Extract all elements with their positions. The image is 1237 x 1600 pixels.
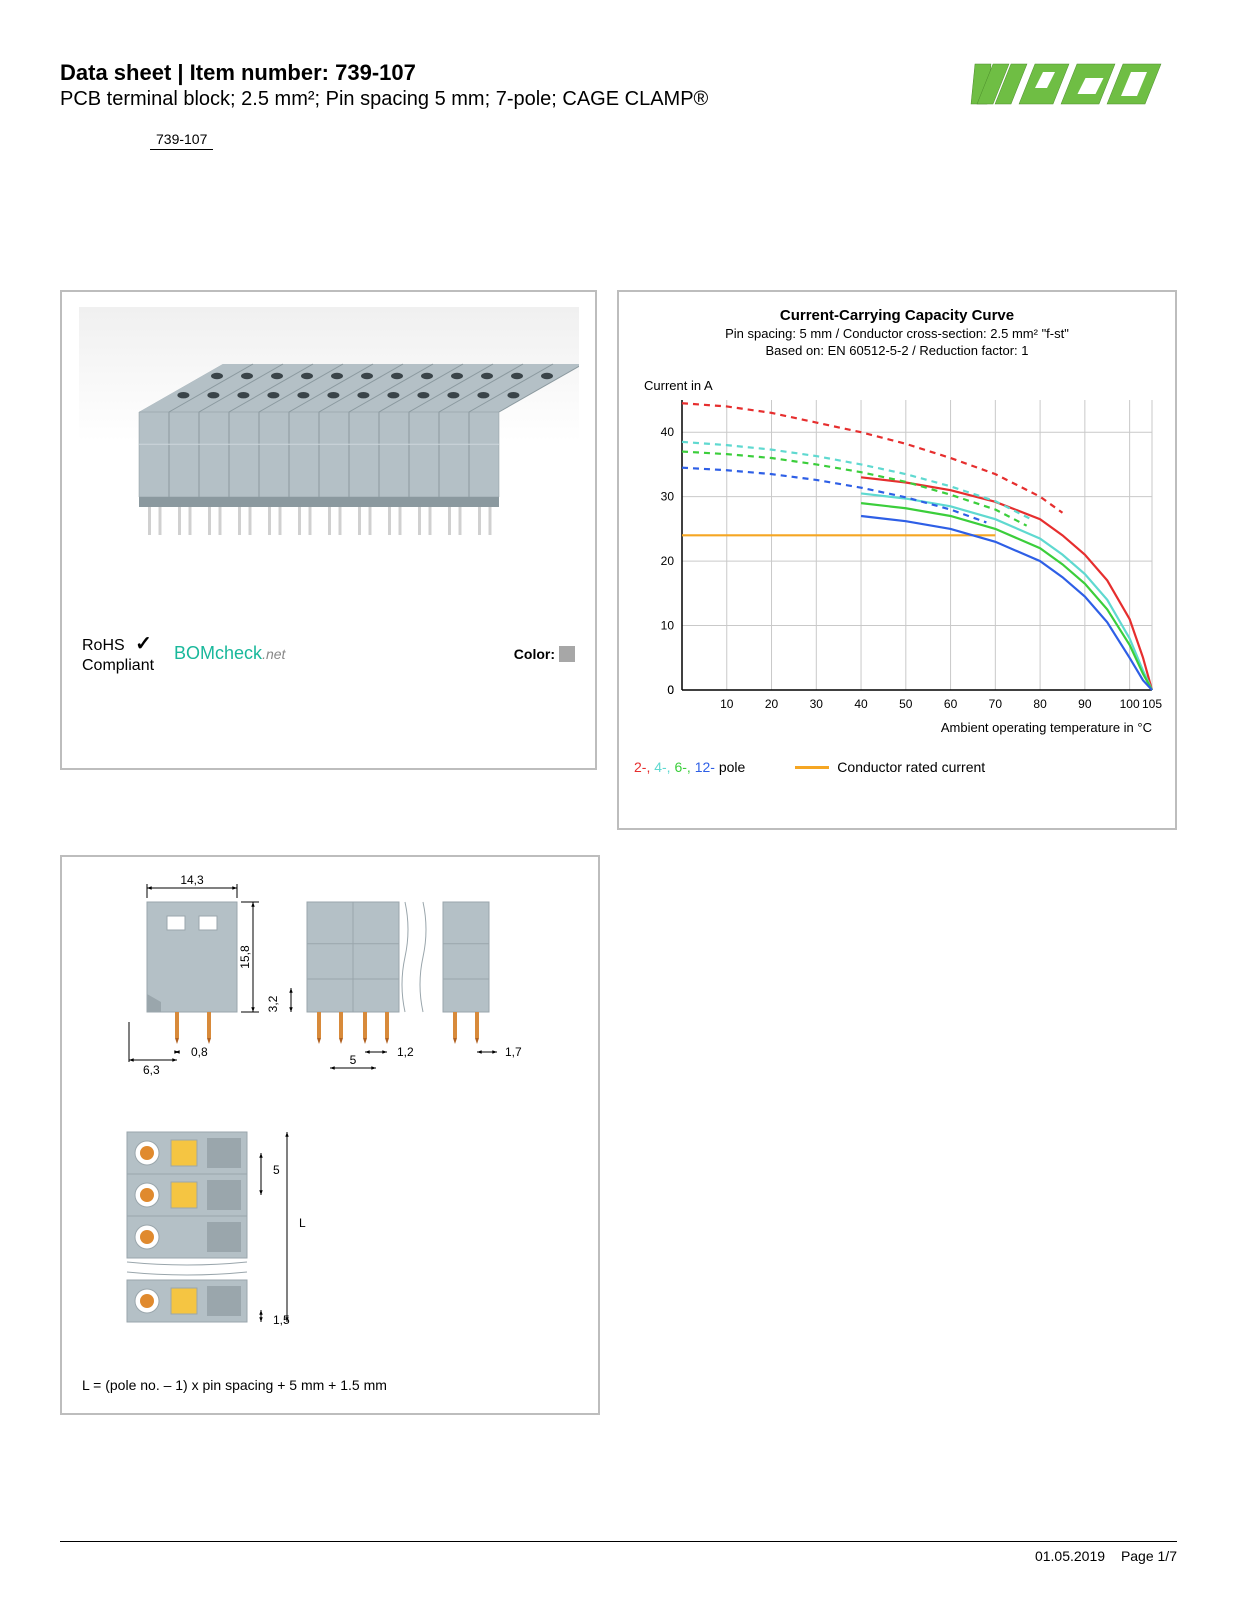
svg-text:50: 50	[899, 697, 913, 711]
svg-text:80: 80	[1033, 697, 1047, 711]
color-swatch	[559, 646, 575, 662]
legend-pole-4: 4-,	[654, 759, 674, 775]
legend-pole-suffix: pole	[715, 759, 745, 775]
legend-conductor-label: Conductor rated current	[837, 759, 985, 775]
rohs-compliant: RoHS ✓ Compliant	[82, 632, 154, 675]
svg-text:90: 90	[1078, 697, 1092, 711]
chart-area: Current in A 10 20 30 40 50 60 70 80 90 100105 0 10 2…	[634, 370, 1160, 745]
chart-title: Current-Carrying Capacity Curve	[634, 307, 1160, 324]
svg-text:40: 40	[661, 425, 675, 439]
legend-conductor: Conductor rated current	[795, 759, 985, 775]
svg-text:Current in A: Current in A	[644, 378, 713, 393]
capacity-chart: Current in A 10 20 30 40 50 60 70 80 90 100105 0 10 2…	[634, 370, 1164, 740]
svg-text:6,3: 6,3	[143, 1063, 160, 1077]
svg-text:1,5: 1,5	[273, 1313, 290, 1327]
product-image	[79, 307, 579, 607]
svg-text:70: 70	[989, 697, 1003, 711]
legend-pole-2: 2-,	[634, 759, 654, 775]
brand-logo	[967, 60, 1177, 117]
footer-date: 01.05.2019	[1035, 1548, 1105, 1564]
bomcheck-logo: BOMcheck.net	[174, 643, 285, 664]
svg-text:30: 30	[661, 490, 675, 504]
dimension-panel: 14,3 15,8 0,8 6,3 3,2 1,2 5 1,7 5 L 1,5 L = (pole …	[60, 855, 600, 1415]
svg-text:60: 60	[944, 697, 958, 711]
svg-text:14,3: 14,3	[180, 873, 204, 887]
svg-text:40: 40	[854, 697, 868, 711]
bomcheck-text: BOMcheck	[174, 643, 262, 663]
page-footer: 01.05.2019 Page 1/7	[60, 1541, 1177, 1564]
chart-legend: 2-, 4-, 6-, 12- pole Conductor rated cur…	[634, 759, 1160, 775]
svg-text:10: 10	[720, 697, 734, 711]
dimension-formula: L = (pole no. – 1) x pin spacing + 5 mm …	[82, 1377, 387, 1393]
svg-text:5: 5	[350, 1053, 357, 1067]
svg-text:10: 10	[661, 619, 675, 633]
chart-subtitle-1: Pin spacing: 5 mm / Conductor cross-sect…	[634, 326, 1160, 341]
title-prefix: Data sheet | Item number:	[60, 60, 335, 85]
color-indicator: Color:	[514, 646, 575, 662]
chart-subtitle-2: Based on: EN 60512-5-2 / Reduction facto…	[634, 343, 1160, 358]
svg-text:5: 5	[273, 1163, 280, 1177]
dimension-drawing: 14,3 15,8 0,8 6,3 3,2 1,2 5 1,7 5 L 1,5	[77, 872, 577, 1352]
legend-conductor-line	[795, 766, 829, 769]
svg-text:30: 30	[810, 697, 824, 711]
title-item: 739-107	[335, 60, 416, 85]
svg-text:1,7: 1,7	[505, 1045, 522, 1059]
svg-text:1,2: 1,2	[397, 1045, 414, 1059]
svg-text:15,8: 15,8	[238, 945, 252, 969]
svg-text:105: 105	[1142, 697, 1162, 711]
rohs-compliant-label: Compliant	[82, 657, 154, 674]
legend-pole-12: 12-	[695, 759, 715, 775]
svg-text:L: L	[299, 1216, 306, 1230]
color-label-text: Color:	[514, 646, 555, 662]
bomcheck-suffix: .net	[262, 646, 285, 662]
top-panel-row: RoHS ✓ Compliant BOMcheck.net Color: Cur…	[60, 290, 1177, 830]
product-panel: RoHS ✓ Compliant BOMcheck.net Color:	[60, 290, 597, 770]
svg-text:Ambient operating temperature: Ambient operating temperature in °C	[941, 720, 1152, 735]
compliance-row: RoHS ✓ Compliant BOMcheck.net Color:	[62, 632, 595, 675]
chart-panel: Current-Carrying Capacity Curve Pin spac…	[617, 290, 1177, 830]
check-icon: ✓	[135, 633, 152, 655]
svg-text:100: 100	[1120, 697, 1140, 711]
legend-pole-6: 6-,	[674, 759, 694, 775]
svg-text:0: 0	[667, 683, 674, 697]
footer-page: Page 1/7	[1121, 1548, 1177, 1564]
rohs-label: RoHS	[82, 637, 125, 654]
svg-text:0,8: 0,8	[191, 1045, 208, 1059]
svg-text:3,2: 3,2	[266, 995, 280, 1012]
svg-text:20: 20	[765, 697, 779, 711]
svg-text:20: 20	[661, 554, 675, 568]
item-number-chip: 739-107	[150, 129, 213, 150]
legend-poles: 2-, 4-, 6-, 12- pole	[634, 759, 745, 775]
